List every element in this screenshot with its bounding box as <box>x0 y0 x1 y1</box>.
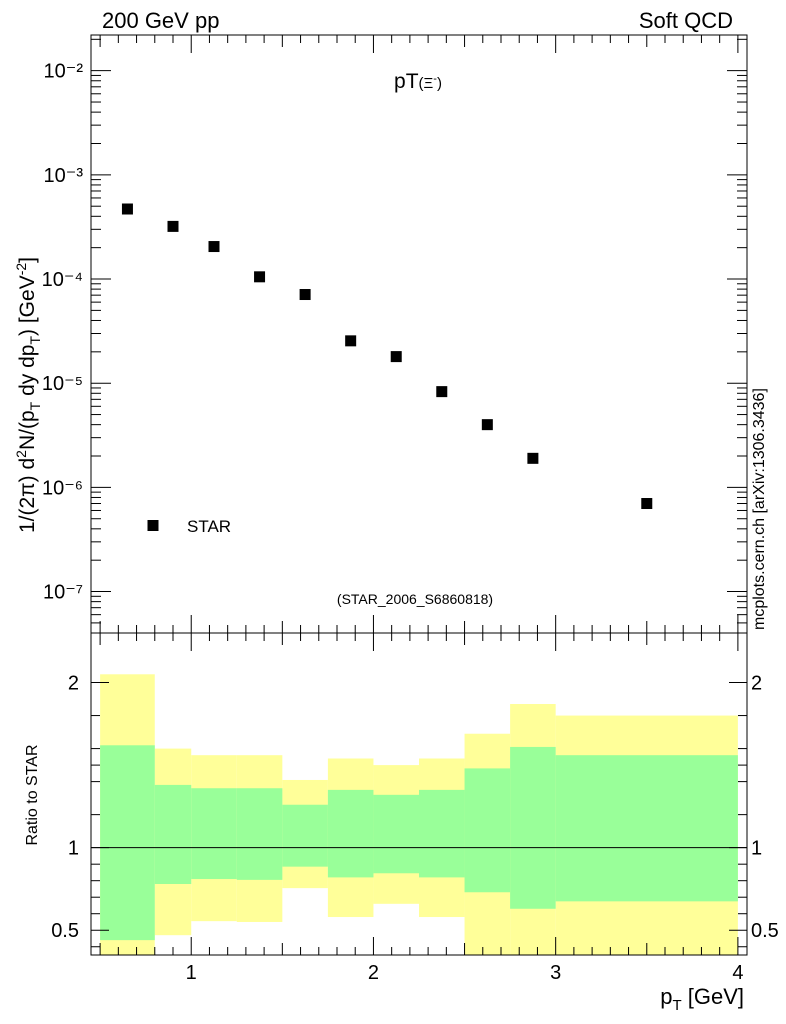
data-point <box>167 220 179 232</box>
x-tick-label: 4 <box>732 962 743 984</box>
green-band <box>282 804 328 867</box>
main-y-tick-label: 10⁻⁷ <box>43 582 83 604</box>
main-data-points <box>121 203 653 510</box>
ratio-plot: 0.5 0.5 1 1 2 2 1 2 3 4 <box>51 632 779 984</box>
ratio-y-tick-label-right: 2 <box>751 673 762 695</box>
main-frame <box>90 34 748 634</box>
green-band <box>100 745 155 941</box>
legend-label: STAR <box>187 517 231 536</box>
data-point <box>641 498 653 510</box>
ratio-y-tick-label-right: 1 <box>751 838 762 860</box>
data-point <box>481 419 493 431</box>
data-point <box>436 386 448 398</box>
ratio-frame <box>90 632 748 956</box>
header-left-label: 200 GeV pp <box>102 8 219 33</box>
main-y-tick-label: 10⁻³ <box>44 165 84 187</box>
analysis-annotation: (STAR_2006_S6860818) <box>337 591 493 607</box>
green-band <box>510 746 556 909</box>
header-right-label: Soft QCD <box>639 8 733 33</box>
x-axis-label: pT [GeV] <box>660 984 744 1014</box>
data-point <box>121 203 133 215</box>
ratio-y-tick-label-right: 0.5 <box>751 920 779 942</box>
green-band <box>236 788 283 880</box>
green-band <box>154 784 192 884</box>
main-plot: 10⁻² 10⁻³ 10⁻⁴ 10⁻⁵ 10⁻⁶ 10⁻⁷ <box>42 34 748 634</box>
main-y-tick-label: 10⁻⁵ <box>42 373 83 395</box>
data-point <box>254 271 266 283</box>
legend: STAR <box>147 517 231 536</box>
plot-title: pT(Ξ-) <box>394 70 442 93</box>
ratio-y-tick-label: 2 <box>68 673 79 695</box>
ratio-y-tick-label: 0.5 <box>51 920 79 942</box>
ratio-y-tick-label: 1 <box>68 838 79 860</box>
main-y-axis-label: 1/(2π) d2N/(pT dy dpT) [GeV-2] <box>13 257 43 533</box>
main-y-tick-label: 10⁻² <box>44 61 84 83</box>
data-point <box>527 452 539 464</box>
main-y-tick-label: 10⁻⁴ <box>42 269 83 291</box>
main-y-tick-label: 10⁻⁶ <box>42 477 83 499</box>
legend-marker <box>147 520 159 531</box>
green-band <box>419 789 465 878</box>
green-band <box>464 768 511 893</box>
source-side-label: mcplots.cern.ch [arXiv:1306.3436] <box>751 388 768 630</box>
data-point <box>390 351 402 363</box>
green-band <box>373 794 419 874</box>
ratio-bands <box>100 674 738 955</box>
green-band <box>327 789 374 878</box>
x-tick-label: 3 <box>550 962 561 984</box>
data-point <box>208 241 220 253</box>
ratio-y-axis-label: Ratio to STAR <box>24 744 41 845</box>
x-tick-label: 1 <box>186 962 197 984</box>
data-point <box>299 289 311 301</box>
green-band <box>555 755 738 902</box>
x-tick-label: 2 <box>368 962 379 984</box>
data-point <box>345 335 357 347</box>
green-band <box>191 788 237 880</box>
